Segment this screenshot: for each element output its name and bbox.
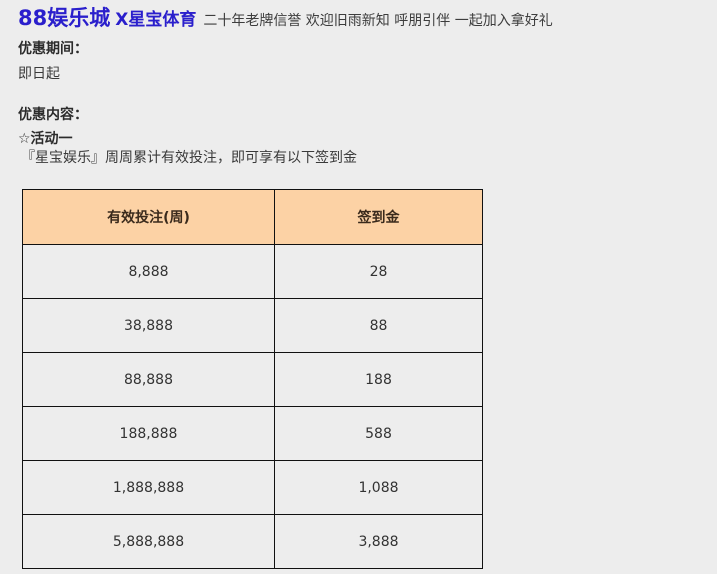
cell-bonus: 188: [274, 352, 483, 407]
activity-one-description: 『星宝娱乐』周周累计有效投注，即可享有以下签到金: [21, 150, 357, 166]
column-header-bonus: 签到金: [274, 189, 483, 245]
brand-name-secondary: X星宝体育: [115, 10, 197, 30]
cell-bonus: 88: [274, 298, 483, 353]
cell-bonus: 1,088: [274, 460, 483, 515]
cell-wager: 8,888: [22, 244, 275, 299]
table-row: 8,888 28: [22, 244, 483, 299]
table-row: 38,888 88: [22, 298, 483, 353]
activity-one-heading: ☆活动一: [18, 131, 73, 147]
reward-table-body: 8,888 28 38,888 88 88,888 188 188,888 58…: [22, 244, 483, 569]
promo-period-label: 优惠期间：: [18, 41, 88, 57]
cell-bonus: 28: [274, 244, 483, 299]
cell-wager: 5,888,888: [22, 514, 275, 569]
table-row: 1,888,888 1,088: [22, 460, 483, 515]
promo-period-value: 即日起: [18, 66, 60, 82]
promo-header: 88娱乐城 X星宝体育 二十年老牌信誉 欢迎旧雨新知 呼朋引伴 一起加入拿好礼: [18, 8, 553, 29]
table-row: 88,888 188: [22, 352, 483, 407]
brand-name-primary: 88娱乐城: [18, 6, 111, 30]
table-row: 188,888 588: [22, 406, 483, 461]
column-header-wager: 有效投注(周): [22, 189, 275, 245]
table-row: 5,888,888 3,888: [22, 514, 483, 569]
cell-bonus: 588: [274, 406, 483, 461]
table-header-row: 有效投注(周) 签到金: [22, 189, 483, 245]
promo-content-label: 优惠内容：: [18, 107, 88, 123]
cell-wager: 1,888,888: [22, 460, 275, 515]
promo-tagline: 二十年老牌信誉 欢迎旧雨新知 呼朋引伴 一起加入拿好礼: [203, 13, 553, 29]
cell-wager: 188,888: [22, 406, 275, 461]
cell-wager: 38,888: [22, 298, 275, 353]
reward-table: 有效投注(周) 签到金 8,888 28 38,888 88 88,888 18…: [22, 189, 483, 569]
cell-bonus: 3,888: [274, 514, 483, 569]
cell-wager: 88,888: [22, 352, 275, 407]
